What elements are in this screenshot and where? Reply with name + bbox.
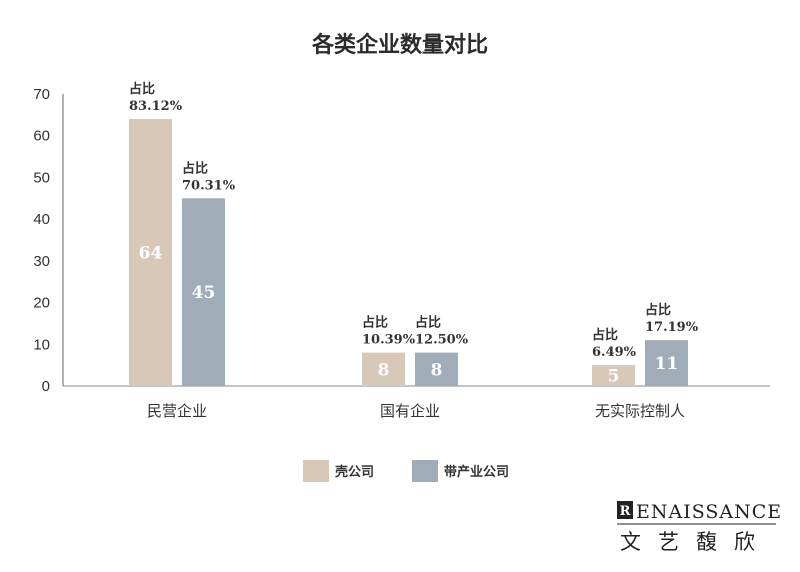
share-label: 占比 xyxy=(129,81,155,97)
bar-value-label: 11 xyxy=(655,354,679,374)
x-category-label: 无实际控制人 xyxy=(595,402,685,420)
bar xyxy=(182,198,225,386)
share-percent-label: 83.12% xyxy=(129,99,183,114)
bar-value-label: 8 xyxy=(378,360,390,380)
bar-value-label: 8 xyxy=(431,360,443,380)
y-tick-label: 30 xyxy=(33,253,50,270)
brand-name-en: ENAISSANCE xyxy=(636,501,782,523)
y-tick-label: 40 xyxy=(33,211,50,228)
share-label: 占比 xyxy=(182,160,208,176)
share-label: 占比 xyxy=(592,327,618,343)
bar-marks: 64 占比 83.12% 8 占比 10.39% 5 占比 6.49% 45 占比 70.31% 8 占比… xyxy=(129,81,699,387)
y-tick-label: 60 xyxy=(33,128,50,145)
chart-title: 各类企业数量对比 xyxy=(311,32,488,58)
y-tick-label: 50 xyxy=(33,169,50,186)
brand-name-cn: 文艺馥欣 xyxy=(620,530,772,554)
logo-mark xyxy=(617,501,633,519)
logo-mark-letter: R xyxy=(620,504,631,519)
legend-label: 带产业公司 xyxy=(444,464,509,480)
bar-value-label: 64 xyxy=(139,244,163,264)
share-label: 占比 xyxy=(415,315,441,331)
share-percent-label: 12.50% xyxy=(415,333,469,348)
bar xyxy=(415,352,458,386)
legend: 壳公司 带产业公司 xyxy=(303,460,509,482)
y-axis-ticks: 0 10 20 30 40 50 60 70 xyxy=(33,86,50,395)
bar xyxy=(592,365,635,386)
brand-logo: R ENAISSANCE 文艺馥欣 xyxy=(617,501,782,554)
x-category-label: 民营企业 xyxy=(147,402,207,420)
legend-swatch xyxy=(303,460,329,482)
legend-label: 壳公司 xyxy=(334,464,374,480)
share-percent-label: 6.49% xyxy=(592,345,637,360)
bar xyxy=(362,352,405,386)
legend-swatch xyxy=(412,460,438,482)
y-tick-label: 0 xyxy=(42,378,50,395)
y-tick-label: 20 xyxy=(33,295,50,312)
bar-value-label: 45 xyxy=(192,283,216,303)
x-category-label: 国有企业 xyxy=(380,402,440,420)
y-tick-label: 70 xyxy=(33,86,50,103)
bar-value-label: 5 xyxy=(608,367,620,387)
x-axis-categories: 民营企业 国有企业 无实际控制人 xyxy=(147,402,685,420)
y-tick-label: 10 xyxy=(33,336,50,353)
share-label: 占比 xyxy=(362,315,388,331)
share-percent-label: 17.19% xyxy=(645,320,699,335)
share-percent-label: 70.31% xyxy=(182,178,236,193)
bar xyxy=(129,119,172,387)
share-percent-label: 10.39% xyxy=(362,333,416,348)
share-label: 占比 xyxy=(645,302,671,318)
bar xyxy=(645,340,688,386)
